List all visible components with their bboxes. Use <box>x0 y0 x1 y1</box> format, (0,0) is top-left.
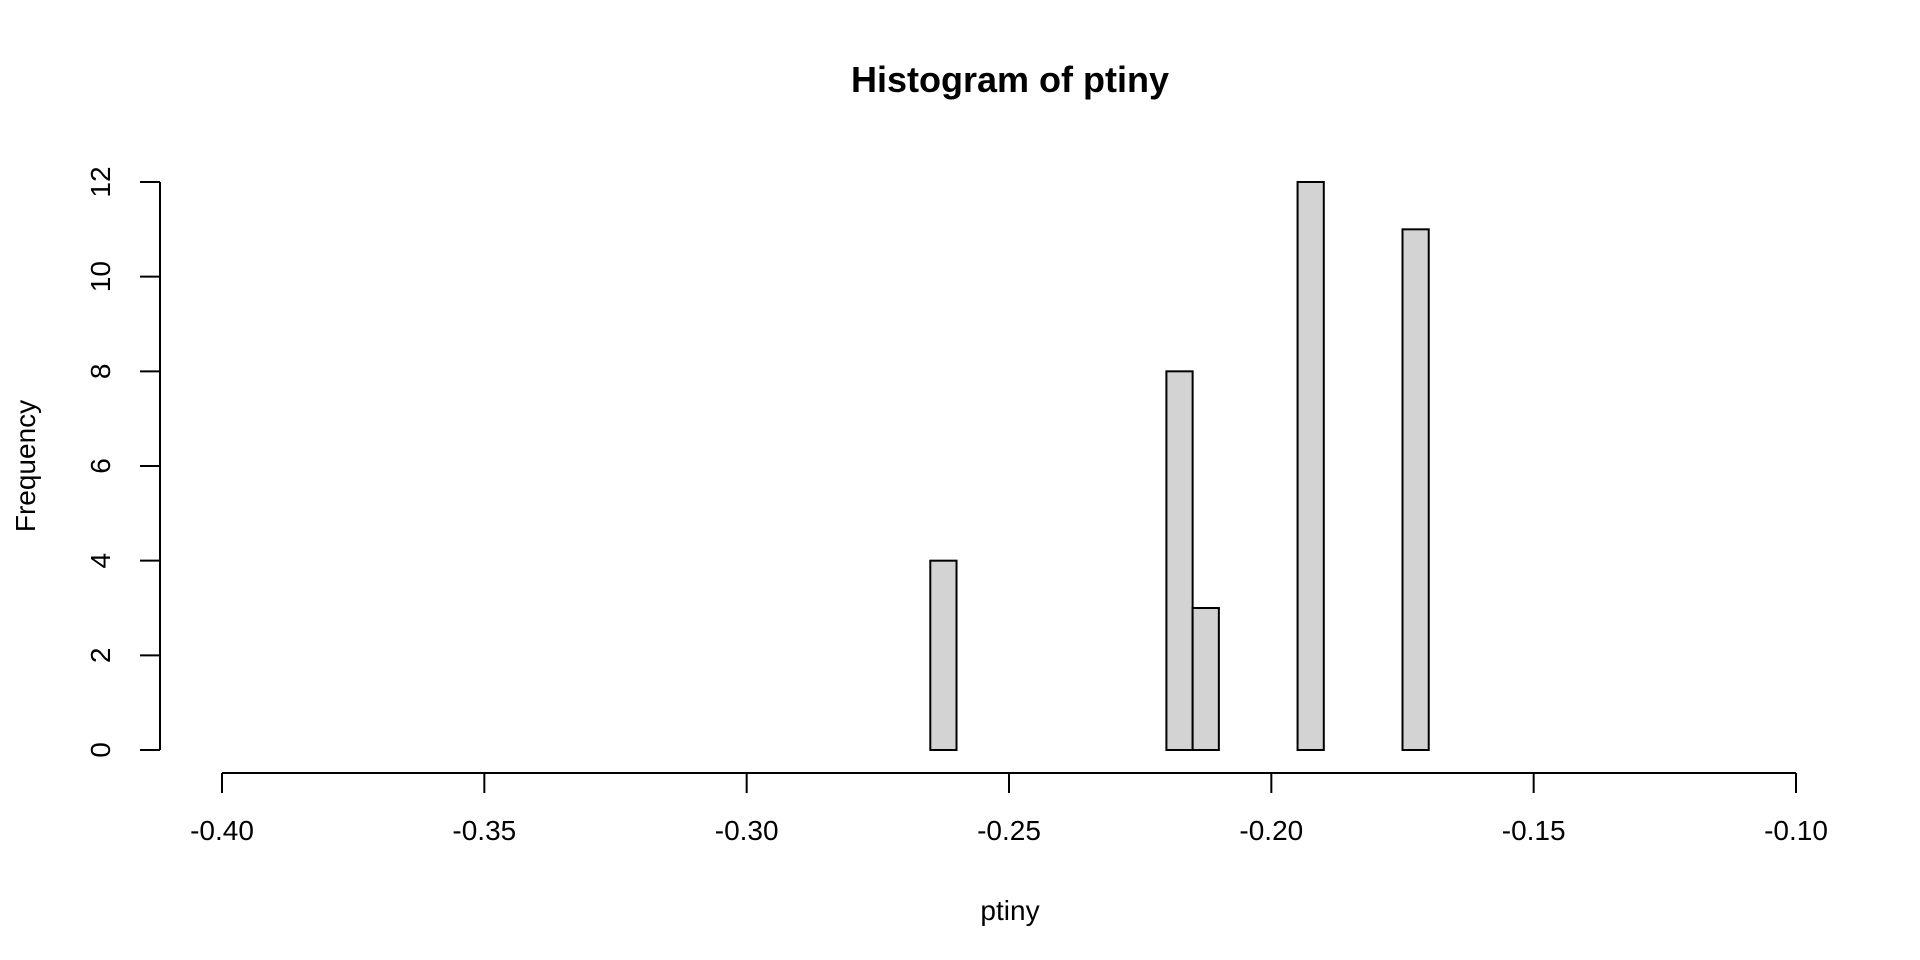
x-tick-label: -0.20 <box>1239 815 1303 846</box>
y-tick-label: 8 <box>85 364 116 380</box>
y-tick-label: 10 <box>85 261 116 292</box>
y-axis-label: Frequency <box>10 400 41 532</box>
histogram-bars <box>929 181 1430 751</box>
x-tick-label: -0.10 <box>1764 815 1828 846</box>
y-axis: 0 2 4 6 8 10 12 <box>85 166 161 758</box>
x-tick-label: -0.30 <box>715 815 779 846</box>
x-tick-label: -0.40 <box>190 815 254 846</box>
y-tick-label: 6 <box>85 458 116 474</box>
histogram-bar <box>929 559 958 751</box>
y-tick-label: 12 <box>85 166 116 197</box>
x-tick-label: -0.25 <box>977 815 1041 846</box>
y-tick-label: 4 <box>85 553 116 569</box>
y-tick-label: 2 <box>85 648 116 664</box>
y-tick-label: 0 <box>85 742 116 758</box>
chart-title: Histogram of ptiny <box>851 59 1169 100</box>
histogram-bar <box>1296 181 1325 751</box>
x-axis-label: ptiny <box>980 895 1039 926</box>
histogram-bar <box>1165 370 1194 751</box>
x-axis: -0.40 -0.35 -0.30 -0.25 -0.20 -0.15 -0.10 <box>190 772 1828 846</box>
histogram-bar <box>1401 228 1430 751</box>
histogram-bar <box>1191 607 1220 751</box>
x-tick-label: -0.35 <box>452 815 516 846</box>
x-tick-label: -0.15 <box>1502 815 1566 846</box>
